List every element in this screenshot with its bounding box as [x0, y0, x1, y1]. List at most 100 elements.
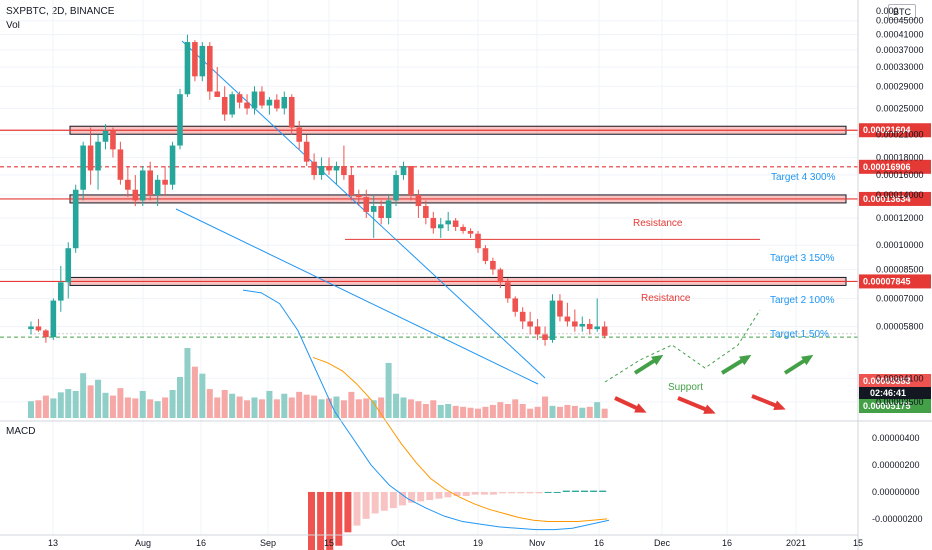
volume-bar	[177, 376, 183, 418]
volume-bar	[199, 373, 206, 418]
candle-body	[564, 316, 571, 322]
volume-bar	[326, 398, 332, 418]
macd-hist-bar	[453, 491, 461, 496]
volume-bar	[452, 405, 459, 418]
candle-body	[110, 130, 116, 150]
candle-body	[266, 99, 273, 106]
level-price-box	[859, 123, 931, 138]
volume-bar	[504, 404, 511, 418]
macd-hist-bar	[353, 491, 361, 526]
down-arrow-head	[773, 400, 786, 410]
grid	[0, 0, 859, 535]
candle-body	[154, 179, 161, 195]
candle-body	[65, 248, 72, 283]
volume-bar	[266, 390, 273, 418]
x-tick-label: 15	[324, 538, 334, 548]
last-price-label: 0.00005175	[863, 401, 911, 411]
candle-body	[50, 300, 57, 338]
macd-hist-bar	[590, 490, 598, 492]
macd-hist-bar	[317, 491, 325, 550]
level-price-box	[859, 191, 931, 206]
candle-body	[579, 323, 586, 327]
x-tick-label: 19	[473, 538, 483, 548]
x-tick-label: 2021	[786, 538, 806, 548]
down-arrow-head	[634, 403, 647, 413]
candle-body	[490, 260, 496, 270]
candle-body	[43, 330, 49, 338]
symbol-title: SXPBTC, 2D, BINANCE	[6, 6, 115, 17]
volume-bar	[184, 348, 191, 418]
volume-bar	[601, 408, 608, 418]
candle-body	[214, 91, 221, 97]
candle-body	[586, 323, 593, 330]
macd-label: MACD	[6, 426, 36, 437]
candle-body	[430, 217, 437, 229]
macd-hist-bar	[444, 491, 452, 498]
candle-body	[601, 326, 608, 336]
x-tick-label: Aug	[135, 538, 151, 548]
macd-pane	[242, 289, 610, 550]
candle-body	[341, 166, 347, 176]
candle-body	[370, 206, 377, 212]
volume-bar	[35, 400, 42, 418]
candle-body	[557, 300, 563, 317]
annotation-resistance1: Resistance	[633, 218, 683, 229]
annotation-support: Support	[668, 382, 703, 393]
candle-body	[452, 220, 459, 227]
down-arrow-head	[703, 404, 716, 414]
x-tick-label: Dec	[654, 538, 671, 548]
volume-bar	[393, 393, 400, 418]
macd-tick-label: 0.00000000	[872, 487, 920, 497]
up-arrow	[720, 354, 752, 375]
y-tick-label: 0.00010000	[876, 240, 924, 250]
y-tick-label: 0.00018000	[876, 152, 924, 162]
candle-body	[378, 206, 384, 218]
volume-bar	[564, 404, 571, 418]
volume-bar	[221, 390, 228, 418]
volume-bar	[527, 408, 534, 418]
y-tick-label: 0.00005800	[876, 321, 924, 331]
volume-bar	[542, 396, 549, 418]
volume-bar	[363, 398, 370, 418]
volume-bar	[340, 400, 347, 418]
volume-bar	[422, 404, 429, 418]
volume-bar	[385, 362, 392, 418]
macd-hist-bar	[389, 491, 397, 509]
volume-bar	[437, 404, 444, 418]
volume-bar	[534, 406, 541, 418]
x-tick-label: 16	[722, 538, 732, 548]
macd-hist-bar	[490, 491, 497, 495]
volume-bar	[445, 404, 452, 418]
candle-body	[326, 166, 332, 171]
volume-bar	[288, 397, 295, 418]
volume-bar	[162, 397, 169, 418]
candle-body	[303, 141, 310, 162]
volume-bar	[489, 404, 496, 418]
macd-hist-bar	[380, 491, 388, 511]
candle-body	[318, 166, 325, 176]
volume-bar	[318, 399, 325, 418]
candle-body	[169, 145, 176, 185]
annotation-resistance2: Resistance	[641, 293, 691, 304]
volume-bar	[333, 396, 340, 418]
volume-bar	[258, 399, 265, 418]
y-tick-label: 0.00021000	[876, 129, 924, 139]
candle-body	[423, 206, 429, 218]
down-arrow	[677, 396, 716, 414]
macd-hist-bar	[517, 491, 525, 494]
candle-body	[288, 96, 295, 128]
candle-body	[348, 175, 355, 195]
candle-body	[229, 94, 235, 115]
macd-tick-label: 0.00000400	[872, 433, 920, 443]
y-tick-top: 0.000	[876, 6, 899, 16]
currency-badge[interactable]: BTC	[888, 4, 916, 20]
y-tick-label: 0.00041000	[876, 30, 924, 40]
x-tick-label: 13	[48, 538, 58, 548]
volume-bar	[124, 397, 131, 418]
candle-body	[385, 200, 392, 218]
volume-bar	[497, 402, 504, 418]
candle-body	[117, 149, 124, 180]
candle-body	[467, 230, 474, 234]
volume-bar	[244, 400, 251, 418]
